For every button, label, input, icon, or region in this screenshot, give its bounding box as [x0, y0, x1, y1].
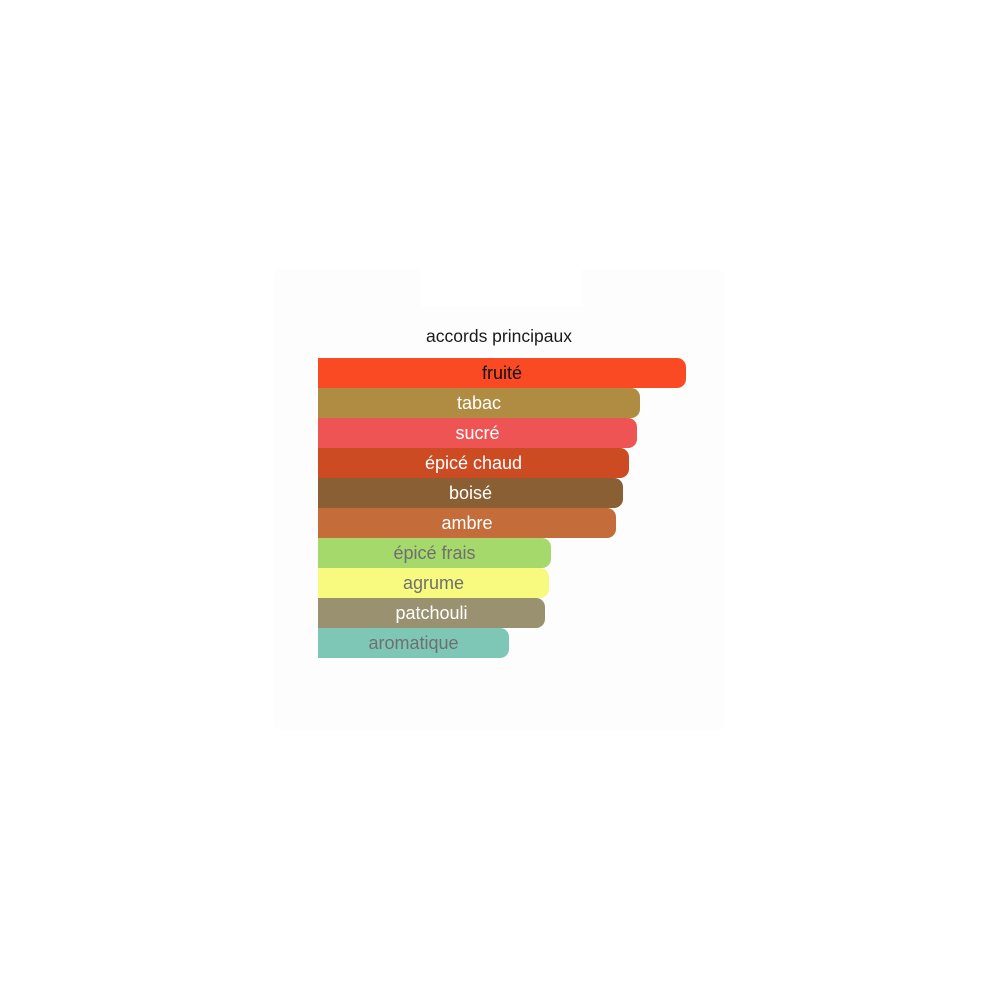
accord-bar: aromatique — [318, 628, 509, 658]
accord-bar-label: ambre — [441, 513, 493, 533]
title-backdrop — [421, 269, 582, 306]
accord-bar: épicé frais — [318, 538, 551, 568]
accords-bar-chart: fruité tabac sucré épicé chaud boisé ambre épi… — [318, 358, 698, 658]
accord-bar: boisé — [318, 478, 623, 508]
accord-bar-label: aromatique — [368, 633, 459, 653]
accord-bar: fruité — [318, 358, 686, 388]
accord-bar: agrume — [318, 568, 549, 598]
accord-bar-label: boisé — [448, 483, 493, 503]
accord-bar-label: patchouli — [395, 603, 468, 623]
accord-bar: épicé chaud — [318, 448, 629, 478]
accord-bar-label: sucré — [455, 423, 500, 443]
accord-bar-label: agrume — [402, 573, 465, 593]
accord-bar-label: épicé chaud — [424, 453, 523, 473]
chart-title: accords principaux — [426, 326, 572, 346]
accord-bar: patchouli — [318, 598, 545, 628]
accord-bar: sucré — [318, 418, 637, 448]
accords-card: accords principaux fruité tabac sucré épicé… — [273, 269, 725, 730]
accord-bar: ambre — [318, 508, 616, 538]
accord-bar-label: épicé frais — [393, 543, 476, 563]
accord-bar-label: fruité — [481, 363, 523, 383]
accord-bar-label: tabac — [456, 393, 502, 413]
accord-bar: tabac — [318, 388, 640, 418]
